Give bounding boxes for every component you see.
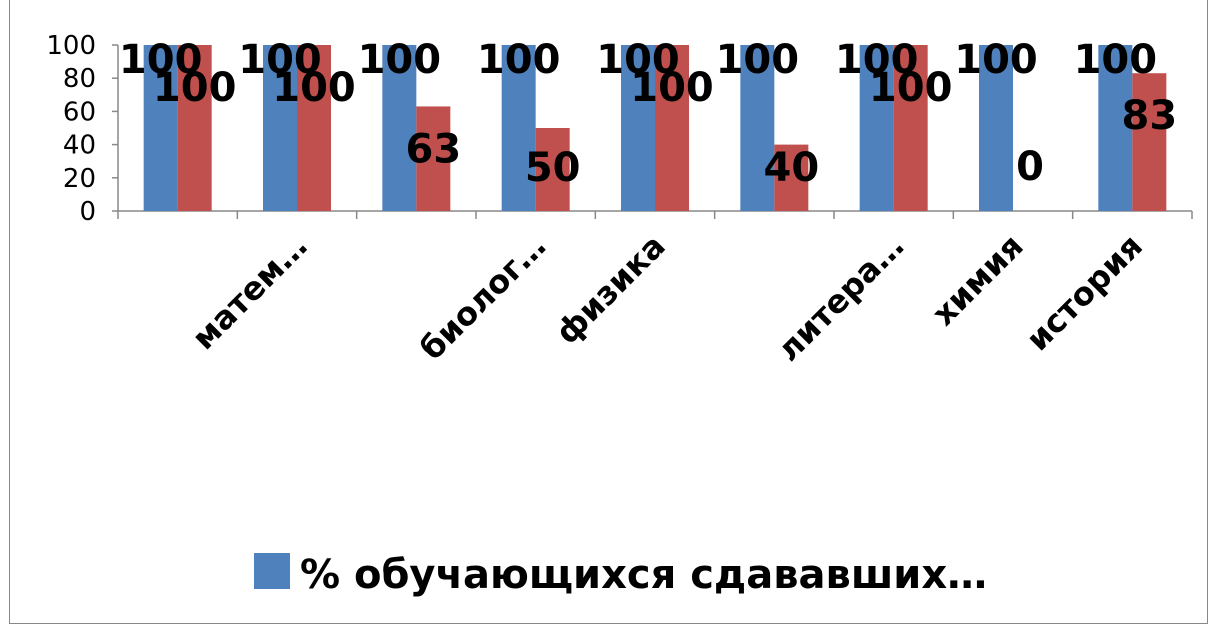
bar-series-1	[979, 45, 1013, 211]
data-labels: 1001001001001006310050100100100401001001…	[119, 37, 1177, 191]
data-label-series-2: 63	[405, 126, 461, 172]
data-label-series-2: 100	[153, 65, 237, 111]
data-label-series-1: 100	[835, 37, 919, 83]
data-label-series-2: 100	[272, 65, 356, 111]
bar-series-1	[501, 45, 536, 211]
bar-series-2	[535, 128, 570, 211]
bar-series-1	[859, 45, 894, 211]
bar-series-2	[297, 45, 331, 211]
data-label-series-2: 100	[869, 65, 953, 111]
bar-series-1	[263, 45, 297, 211]
y-tick-label: 100	[46, 31, 96, 61]
bar-series-1	[382, 45, 417, 211]
bar-series-1	[621, 45, 655, 211]
legend: % обучающихся сдававших…	[254, 552, 987, 598]
data-label-series-2: 83	[1121, 93, 1177, 139]
y-tick-label: 80	[63, 64, 96, 94]
bar-series-2	[774, 144, 809, 211]
data-label-series-1: 100	[477, 37, 561, 83]
y-tick-label: 0	[79, 197, 96, 227]
bar-series-1	[740, 45, 775, 211]
data-label-series-2: 0	[1016, 144, 1044, 190]
bar-series-2	[177, 45, 212, 211]
bar-series-2	[655, 45, 689, 211]
x-tick-label: физика	[548, 227, 673, 352]
data-label-series-1: 100	[1074, 37, 1158, 83]
legend-swatch	[254, 553, 290, 589]
data-label-series-2: 50	[525, 145, 581, 191]
bars	[143, 45, 1167, 211]
data-label-series-1: 100	[119, 37, 203, 83]
x-tick-label: литера…	[769, 227, 911, 369]
x-tick-label: история	[1019, 227, 1150, 358]
x-tick-label: химия	[924, 227, 1030, 333]
bar-series-1	[1098, 45, 1133, 211]
chart-frame	[9, 0, 1208, 624]
data-label-series-1: 100	[954, 37, 1038, 83]
data-label-series-1: 100	[238, 37, 322, 83]
bar-series-1	[143, 45, 178, 211]
data-label-series-1: 100	[358, 37, 442, 83]
bar-series-2	[1132, 73, 1167, 211]
data-label-series-1: 100	[596, 37, 680, 83]
y-tick-label: 20	[63, 164, 96, 194]
bar-series-2	[416, 106, 451, 211]
data-label-series-2: 40	[763, 145, 819, 191]
data-label-series-2: 100	[630, 65, 714, 111]
data-label-series-1: 100	[716, 37, 800, 83]
legend-entry-label: % обучающихся сдававших…	[300, 552, 987, 598]
y-tick-label: 40	[63, 131, 96, 161]
bar-series-2	[893, 45, 928, 211]
x-tick-label: матем…	[184, 227, 314, 357]
y-tick-label: 60	[63, 97, 96, 127]
x-tick-label: биолог…	[413, 227, 554, 368]
